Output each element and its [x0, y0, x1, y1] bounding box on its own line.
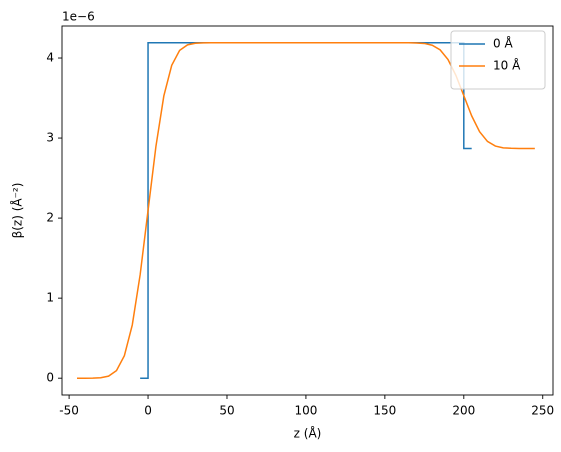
y-offset-label: 1e−6 — [62, 10, 95, 24]
legend-box — [450, 30, 546, 90]
x-axis-label: z (Å) — [294, 426, 322, 441]
x-tick-label: 50 — [219, 404, 234, 418]
y-tick-label: 0 — [46, 371, 54, 385]
x-tick-label: 200 — [452, 404, 475, 418]
y-tick-label: 3 — [46, 131, 54, 145]
legend-label: 0 Å — [493, 36, 513, 51]
y-axis-label: β(z) (Å⁻²) — [10, 183, 25, 239]
legend-label: 10 Å — [493, 58, 521, 73]
x-tick-label: 250 — [531, 404, 554, 418]
x-tick-label: 150 — [373, 404, 396, 418]
x-tick-label: 100 — [294, 404, 317, 418]
x-tick-label: 0 — [144, 404, 152, 418]
y-tick-label: 1 — [46, 291, 54, 305]
x-tick-label: -50 — [59, 404, 79, 418]
y-tick-label: 4 — [46, 51, 54, 65]
line-series — [77, 42, 535, 379]
y-tick-label: 2 — [46, 211, 54, 225]
axes-frame — [61, 25, 554, 396]
line-series — [140, 42, 472, 379]
